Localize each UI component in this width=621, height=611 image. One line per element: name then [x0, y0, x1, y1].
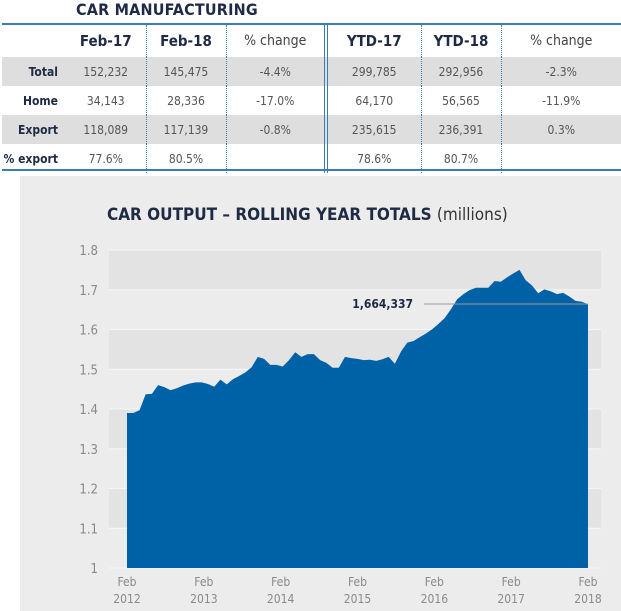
header-ytd18: YTD-18 — [421, 25, 502, 57]
cell — [226, 144, 328, 173]
cell: -2.3% — [501, 57, 621, 86]
x-tick-year: 2015 — [344, 592, 371, 606]
cell: 28,336 — [146, 86, 227, 115]
chart-unit: (millions) — [436, 205, 508, 225]
table-title: CAR MANUFACTURING — [76, 0, 258, 19]
cell: 292,956 — [421, 57, 502, 86]
y-tick-label: 1.3 — [79, 443, 98, 458]
cell: 56,565 — [421, 86, 502, 115]
x-tick-year: 2017 — [497, 592, 524, 606]
cell: -11.9% — [542, 93, 581, 108]
chart-title-text: CAR OUTPUT – ROLLING YEAR TOTALS — [107, 205, 432, 225]
cell: -0.8% — [226, 115, 328, 144]
table-row-export: Export 118,089 117,139 -0.8% 235,615 236… — [2, 115, 621, 144]
chart-title: CAR OUTPUT – ROLLING YEAR TOTALS (millio… — [107, 205, 508, 225]
x-tick-month: Feb — [348, 575, 367, 589]
row-label: Export — [2, 115, 66, 144]
row-label: Home — [22, 93, 58, 108]
y-tick-label: 1.8 — [79, 244, 98, 259]
table-top-rule — [2, 23, 621, 25]
table-row-home: Home 34,143 28,336 -17.0% 64,170 56,565 … — [2, 86, 621, 115]
x-tick-month: Feb — [425, 575, 444, 589]
x-tick-year: 2013 — [190, 592, 217, 606]
x-tick-month: Feb — [194, 575, 213, 589]
x-tick-year: 2014 — [267, 592, 295, 606]
y-tick-label: 1 — [91, 562, 98, 577]
header-change-ytd: % change — [530, 33, 593, 49]
x-tick-year: 2018 — [574, 592, 602, 606]
area-series — [127, 269, 588, 568]
y-tick-label: 1.1 — [79, 522, 98, 537]
cell: 152,232 — [66, 57, 147, 86]
annotation-label: 1,664,337 — [352, 297, 413, 311]
y-tick-label: 1.6 — [79, 324, 98, 339]
row-label: Total — [2, 57, 66, 86]
cell: 80.5% — [146, 144, 227, 173]
x-tick-year: 2012 — [113, 592, 140, 606]
header-feb18: Feb-18 — [146, 25, 227, 57]
cell: 235,615 — [326, 115, 422, 144]
cell: -17.0% — [226, 86, 328, 115]
cell: 299,785 — [326, 57, 422, 86]
x-tick-month: Feb — [271, 575, 290, 589]
table-row-total: Total 152,232 145,475 -4.4% 299,785 292,… — [2, 57, 621, 86]
cell: 145,475 — [146, 57, 227, 86]
cell: 78.6% — [326, 144, 422, 173]
cell: 0.3% — [501, 115, 621, 144]
x-tick-month: Feb — [502, 575, 521, 589]
y-tick-label: 1.7 — [79, 284, 98, 299]
y-tick-label: 1.4 — [79, 403, 98, 418]
cell: 77.6% — [66, 144, 147, 173]
y-tick-label: 1.2 — [79, 483, 98, 498]
x-tick-month: Feb — [578, 575, 597, 589]
cell: 34,143 — [66, 86, 147, 115]
cell: 118,089 — [66, 115, 147, 144]
manufacturing-table: Feb-17 Feb-18 % change YTD-17 YTD-18 % c… — [2, 25, 621, 173]
cell: 64,170 — [326, 86, 422, 115]
x-tick-year: 2016 — [421, 592, 449, 606]
x-tick-month: Feb — [117, 575, 136, 589]
cell: 80.7% — [421, 144, 502, 173]
table-header-row: Feb-17 Feb-18 % change YTD-17 YTD-18 % c… — [2, 25, 621, 57]
header-change-month: % change — [226, 25, 328, 57]
header-ytd17: YTD-17 — [326, 25, 422, 57]
cell: 236,391 — [421, 115, 502, 144]
row-label: % export — [3, 151, 59, 166]
table-bottom-rule — [2, 169, 621, 171]
cell: 117,139 — [146, 115, 227, 144]
table-row-pct-export: % export 77.6% 80.5% 78.6% 80.7% — [2, 144, 621, 173]
header-feb17: Feb-17 — [66, 25, 147, 57]
cell: -4.4% — [226, 57, 328, 86]
y-tick-label: 1.5 — [79, 363, 98, 378]
